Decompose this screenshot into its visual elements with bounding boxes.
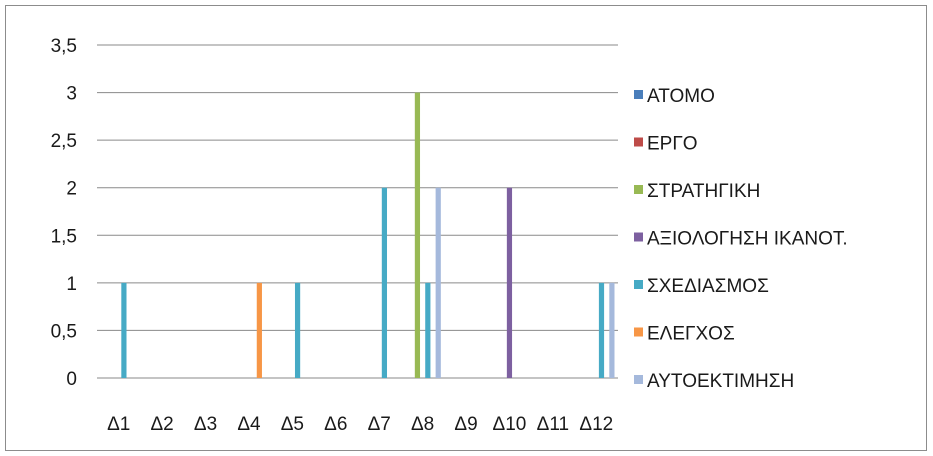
x-tick-label: Δ4 bbox=[237, 414, 261, 435]
legend-label: ΑΞΙΟΛΟΓΗΣΗ ΙΚΑΝΟΤ. bbox=[647, 229, 848, 250]
y-tick-label: 3,5 bbox=[51, 36, 77, 57]
x-tick-label: Δ10 bbox=[493, 414, 527, 435]
legend-label: ΑΥΤΟΕΚΤΙΜΗΣΗ bbox=[647, 371, 794, 392]
legend-swatch bbox=[634, 137, 643, 147]
legend-label: ΕΛΕΓΧΟΣ bbox=[647, 324, 735, 345]
bar bbox=[256, 282, 262, 378]
bar-chart: 00,511,522,533,5 Δ1 Δ2 Δ3 Δ4 Δ5 Δ6 Δ7 Δ8 Δ9 Δ10 Δ1… bbox=[51, 36, 848, 435]
bar bbox=[425, 282, 431, 378]
legend-swatch bbox=[634, 327, 643, 337]
x-tick-label: Δ9 bbox=[454, 414, 477, 435]
bar bbox=[294, 282, 301, 378]
bar bbox=[609, 282, 615, 378]
legend-label: ΕΡΓΟ bbox=[647, 134, 698, 155]
legend-swatch bbox=[634, 375, 643, 384]
y-tick-label: 1 bbox=[66, 274, 77, 295]
y-tick-label: 1,5 bbox=[51, 226, 77, 247]
legend-swatch bbox=[634, 280, 643, 289]
x-axis-tick-labels: Δ1 Δ2 Δ3 Δ4 Δ5 Δ6 Δ7 Δ8 Δ9 Δ10 Δ11 Δ12 bbox=[107, 414, 613, 435]
bar bbox=[414, 92, 421, 379]
bar bbox=[598, 282, 605, 378]
y-axis-tick-labels: 0 0,5 1 1,5 2 2,5 3 3,5 bbox=[51, 36, 77, 390]
legend-label: ΣΤΡΑΤΗΓΙΚΗ bbox=[647, 181, 760, 202]
y-tick-label: 0 bbox=[66, 369, 77, 390]
x-tick-label: Δ5 bbox=[281, 414, 304, 435]
x-tick-label: Δ8 bbox=[411, 414, 434, 435]
legend-label: ΣΧΕΔΙΑΣΜΟΣ bbox=[647, 276, 769, 297]
x-tick-label: Δ1 bbox=[107, 414, 130, 435]
y-tick-label: 0,5 bbox=[51, 321, 77, 342]
x-tick-label: Δ11 bbox=[537, 414, 569, 435]
bar bbox=[121, 282, 127, 378]
bar bbox=[506, 187, 513, 378]
y-tick-label: 2 bbox=[66, 179, 77, 200]
bars bbox=[121, 92, 615, 379]
bar bbox=[381, 187, 388, 378]
legend: ΑΤΟΜΟ ΕΡΓΟ ΣΤΡΑΤΗΓΙΚΗ ΑΞΙΟΛΟΓΗΣΗ ΙΚΑΝΟΤ. ΣΧΕ… bbox=[634, 86, 848, 392]
x-tick-label: Δ7 bbox=[368, 414, 391, 435]
gridlines bbox=[97, 44, 618, 379]
chart-frame: 0 0,5 1 1,5 2 2,5 3 3,5 Δ1 Δ2 Δ3 Δ4 Δ5 Δ6 Δ7 Δ8 Δ9 Δ10 Δ1… bbox=[5, 5, 927, 451]
bar bbox=[435, 187, 441, 378]
legend-swatch bbox=[634, 90, 643, 99]
x-tick-label: Δ12 bbox=[579, 414, 613, 435]
legend-swatch bbox=[634, 185, 643, 194]
x-tick-label: Δ6 bbox=[324, 414, 347, 435]
y-tick-label: 3 bbox=[66, 84, 77, 105]
legend-swatch bbox=[634, 232, 643, 242]
x-tick-label: Δ3 bbox=[194, 414, 217, 435]
y-tick-label: 2,5 bbox=[51, 131, 77, 152]
x-tick-label: Δ2 bbox=[150, 414, 173, 435]
legend-label: ΑΤΟΜΟ bbox=[647, 86, 715, 107]
